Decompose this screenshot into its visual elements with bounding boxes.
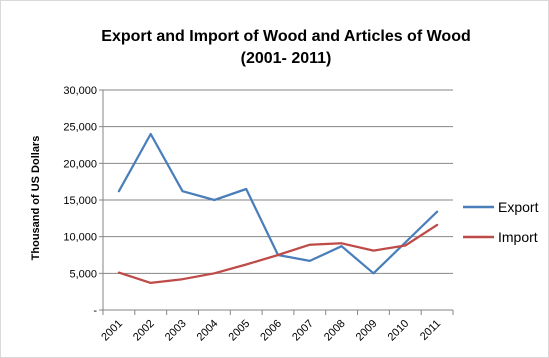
- x-tick-label: 2006: [258, 318, 284, 344]
- x-tick-label: 2004: [195, 318, 221, 344]
- x-tick-label: 2009: [354, 318, 380, 344]
- y-tick-labels: - 5,000 10,000 15,000 20,000 25,000 30,000: [63, 85, 97, 317]
- y-tick-label: 30,000: [63, 85, 97, 97]
- y-tick-label: 15,000: [63, 195, 97, 207]
- x-tick-label: 2011: [418, 318, 443, 343]
- legend-label-import: Import: [498, 229, 538, 245]
- legend: Export Import: [463, 199, 539, 245]
- x-tick-labels: 2001 2002 2003 2004 2005 2006 2007 2008 2009 2010…: [99, 318, 443, 344]
- series-line-import: [117, 223, 439, 285]
- x-tick-label: 2010: [386, 318, 412, 344]
- y-tick-label: 10,000: [63, 232, 97, 244]
- x-tick-label: 2002: [131, 318, 157, 344]
- y-axis-label: Thousand of US Dollars: [30, 136, 42, 261]
- y-tick-label: 20,000: [63, 158, 97, 170]
- x-tick-label: 2008: [322, 318, 348, 344]
- x-tick-label: 2001: [99, 318, 125, 344]
- x-tick-label: 2003: [163, 318, 189, 344]
- axes: [99, 89, 454, 315]
- x-tick-label: 2005: [227, 318, 253, 344]
- y-tick-label: 5,000: [69, 268, 97, 280]
- chart-title-line1: Export and Import of Wood and Articles o…: [101, 28, 470, 45]
- series-line-export: [117, 132, 439, 275]
- series-lines: [117, 132, 439, 285]
- legend-label-export: Export: [498, 199, 539, 215]
- x-tick-label: 2007: [290, 318, 316, 344]
- y-tick-label: 25,000: [63, 122, 97, 134]
- chart-title-line2: (2001- 2011): [241, 50, 332, 67]
- gridlines: [103, 89, 453, 274]
- y-tick-label: -: [93, 305, 97, 317]
